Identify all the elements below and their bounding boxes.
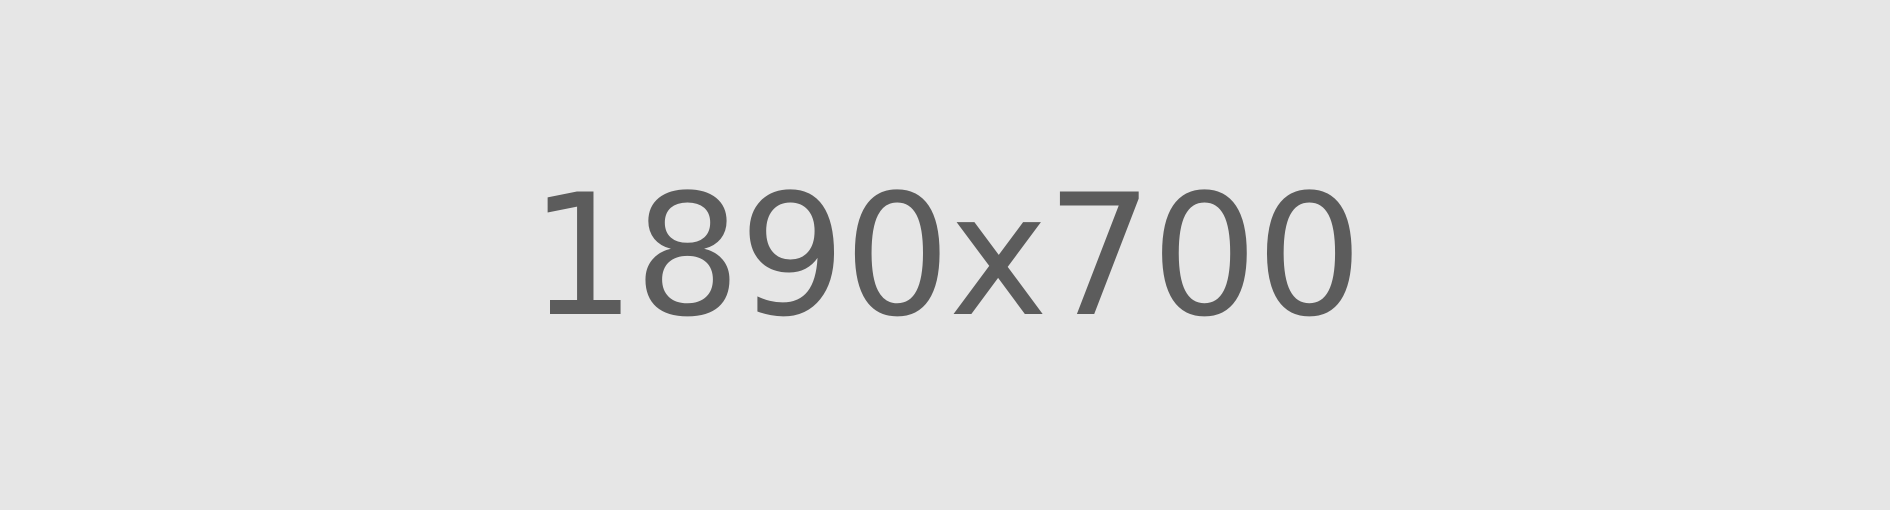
placeholder-dimensions-label: 1890x700 bbox=[529, 158, 1363, 354]
